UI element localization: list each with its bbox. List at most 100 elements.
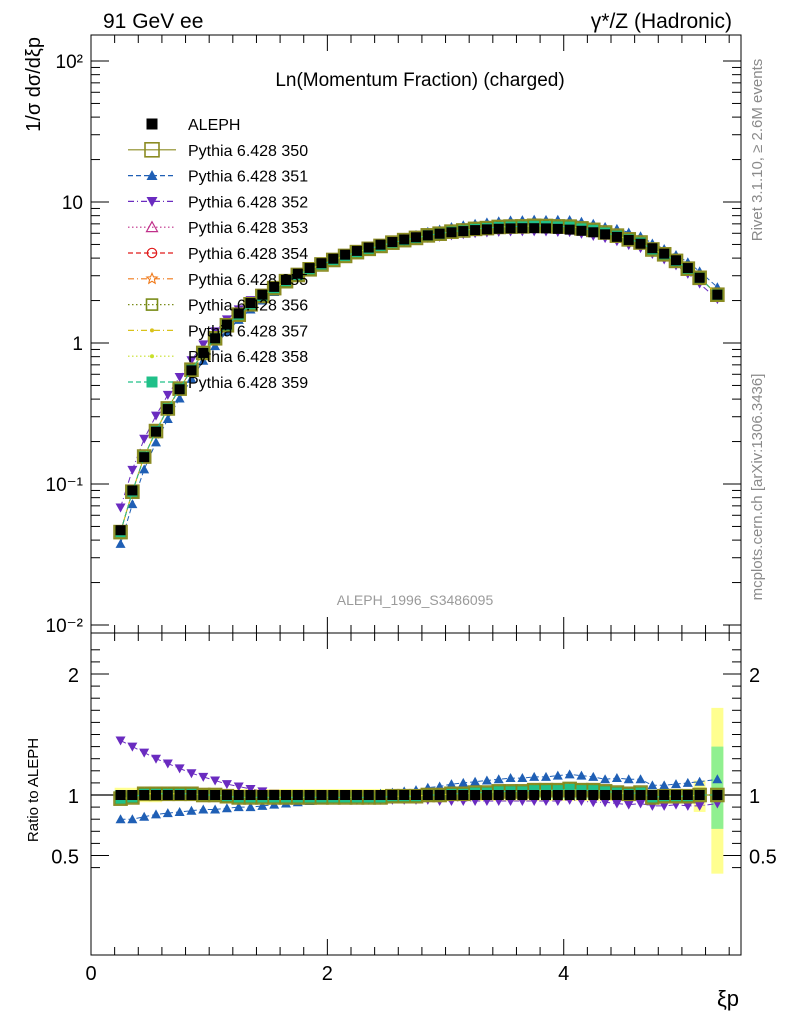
ratio-data-point — [151, 754, 161, 764]
ratio-data-point — [564, 790, 575, 800]
ratio-data-point — [611, 799, 622, 809]
legend-marker — [146, 247, 158, 259]
data-point — [517, 223, 528, 234]
data-point — [710, 287, 725, 303]
data-point — [269, 281, 280, 292]
data-point — [611, 231, 622, 242]
data-point — [162, 390, 173, 400]
data-point — [694, 272, 705, 283]
data-point — [668, 253, 684, 269]
data-point — [174, 373, 185, 383]
y-tick-label: 10⁻² — [46, 616, 84, 637]
legend-marker — [145, 271, 159, 285]
data-point — [127, 465, 138, 475]
ratio-data-point — [659, 801, 670, 811]
ratio-data-point — [162, 808, 173, 818]
ratio-data-point — [446, 779, 457, 789]
ratio-y-tick-label-left: 2 — [68, 665, 79, 687]
ratio-data-point — [623, 800, 634, 810]
data-point — [446, 227, 457, 238]
legend-label: Pythia 6.428 350 — [188, 143, 308, 160]
ratio-data-point — [493, 774, 504, 784]
ratio-data-point — [316, 790, 327, 800]
ratio-data-point — [198, 790, 209, 800]
data-point — [115, 503, 126, 513]
ratio-y-tick-label-right: 2 — [749, 665, 760, 687]
data-point — [219, 317, 235, 333]
data-point — [243, 296, 258, 312]
ratio-data-point — [292, 790, 303, 800]
data-point — [363, 242, 374, 253]
ratio-data-point — [611, 773, 622, 783]
rivet-version-label: Rivet 3.1.10, ≥ 2.6M events — [749, 59, 766, 242]
ratio-data-point — [233, 782, 244, 792]
data-point — [541, 223, 551, 234]
data-point — [375, 239, 386, 250]
ratio-data-point — [659, 780, 670, 790]
ratio-data-point — [375, 790, 386, 800]
legend: ALEPH Pythia 6.428 350 Pythia 6.428 351 Pyt… — [128, 117, 308, 392]
ratio-data-point — [186, 769, 197, 779]
data-point — [125, 484, 140, 499]
ratio-data-point — [712, 790, 723, 800]
ratio-data-point — [245, 802, 256, 812]
legend-marker — [146, 118, 158, 130]
data-point — [552, 223, 563, 234]
data-point — [692, 270, 707, 286]
data-point — [422, 230, 433, 241]
ratio-data-point — [257, 790, 268, 800]
legend-marker — [150, 328, 154, 333]
ratio-data-point — [635, 799, 646, 809]
header-right-label: γ*/Z (Hadronic) — [591, 10, 732, 33]
data-point — [198, 355, 209, 365]
ratio-data-point — [600, 774, 611, 784]
ratio-data-point — [233, 790, 244, 800]
ratio-data-point — [127, 790, 138, 800]
data-point — [493, 223, 504, 234]
legend-label: Pythia 6.428 352 — [188, 194, 308, 211]
ratio-data-point — [458, 777, 469, 787]
data-point — [411, 232, 421, 243]
ratio-data-point — [221, 803, 232, 813]
data-point — [174, 393, 185, 403]
ratio-y-tick-label-left: 0.5 — [51, 847, 79, 869]
data-point — [198, 340, 209, 350]
ratio-data-point — [245, 784, 256, 794]
ratio-data-point — [351, 790, 362, 800]
ratio-data-point — [422, 790, 433, 800]
data-point — [127, 485, 138, 496]
legend-label: Pythia 6.428 356 — [188, 298, 308, 315]
ratio-data-point — [139, 790, 150, 800]
legend-label: Pythia 6.428 355 — [188, 272, 308, 289]
data-point — [160, 401, 176, 416]
ratio-data-point — [115, 736, 126, 746]
legend-marker — [150, 354, 154, 359]
chart-title: Ln(Momentum Fraction) (charged) — [275, 70, 564, 91]
legend-label: Pythia 6.428 353 — [188, 220, 308, 237]
data-point — [115, 525, 126, 536]
ratio-data-point — [576, 770, 587, 780]
ratio-data-point — [564, 769, 575, 779]
ratio-data-point — [635, 774, 646, 784]
legend-label: Pythia 6.428 351 — [188, 169, 308, 186]
data-point — [186, 356, 197, 366]
ratio-y-tick-label-right: 1 — [749, 786, 760, 808]
x-tick-label: 0 — [85, 963, 96, 985]
ratio-data-point — [529, 790, 540, 800]
ratio-data-point — [399, 790, 410, 800]
ratio-data-point — [174, 806, 185, 816]
ratio-data-point — [505, 790, 516, 800]
ratio-data-point — [151, 809, 161, 819]
data-point — [148, 423, 164, 439]
ratio-data-point — [600, 790, 611, 800]
ratio-data-point — [541, 790, 551, 800]
data-point — [127, 499, 138, 509]
main-series-group — [113, 214, 725, 548]
data-point — [340, 249, 351, 260]
ratio-data-point — [481, 790, 492, 800]
y-tick-label: 10² — [56, 52, 83, 73]
ratio-data-point — [647, 790, 658, 800]
ratio-data-point — [694, 776, 705, 786]
